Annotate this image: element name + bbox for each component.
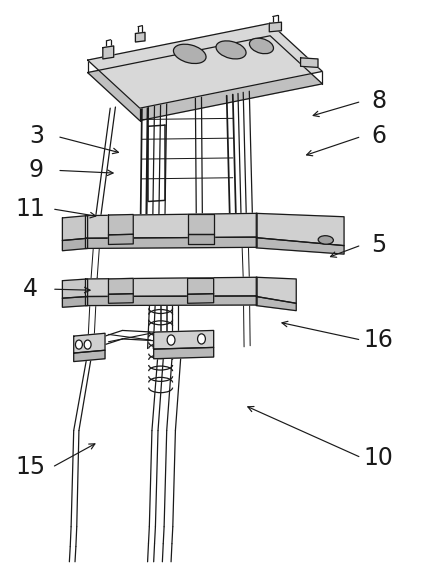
- Polygon shape: [153, 348, 214, 359]
- Text: 10: 10: [364, 446, 394, 469]
- Polygon shape: [88, 23, 322, 108]
- Polygon shape: [62, 238, 88, 251]
- Polygon shape: [109, 294, 133, 303]
- Polygon shape: [256, 213, 344, 246]
- Polygon shape: [85, 237, 257, 248]
- Text: 3: 3: [29, 124, 44, 149]
- Polygon shape: [62, 279, 88, 298]
- Polygon shape: [187, 234, 214, 244]
- Polygon shape: [109, 278, 133, 294]
- Polygon shape: [109, 214, 133, 235]
- Ellipse shape: [216, 41, 246, 59]
- Circle shape: [167, 335, 175, 345]
- Polygon shape: [256, 277, 296, 303]
- Text: 15: 15: [15, 455, 45, 479]
- Polygon shape: [85, 296, 257, 306]
- Polygon shape: [109, 234, 133, 244]
- Text: 16: 16: [364, 328, 394, 352]
- Polygon shape: [74, 333, 105, 353]
- Polygon shape: [300, 58, 318, 67]
- Text: 9: 9: [29, 158, 44, 183]
- Text: 8: 8: [371, 90, 386, 113]
- Polygon shape: [256, 297, 296, 311]
- Polygon shape: [85, 213, 257, 238]
- Polygon shape: [187, 278, 214, 294]
- Circle shape: [198, 334, 205, 344]
- Polygon shape: [88, 36, 322, 121]
- Text: 5: 5: [371, 233, 386, 257]
- Polygon shape: [74, 350, 105, 362]
- Ellipse shape: [249, 38, 273, 54]
- Circle shape: [75, 340, 82, 349]
- Ellipse shape: [318, 236, 334, 244]
- Ellipse shape: [174, 44, 206, 64]
- Text: 4: 4: [23, 277, 38, 301]
- Polygon shape: [62, 297, 88, 307]
- Text: 6: 6: [371, 124, 386, 149]
- Polygon shape: [256, 238, 344, 254]
- Text: 11: 11: [15, 197, 45, 221]
- Polygon shape: [85, 277, 257, 297]
- Polygon shape: [62, 215, 88, 240]
- Polygon shape: [136, 32, 145, 42]
- Polygon shape: [269, 22, 282, 32]
- Polygon shape: [187, 214, 214, 234]
- Polygon shape: [103, 46, 114, 59]
- Polygon shape: [187, 294, 214, 303]
- Circle shape: [84, 340, 91, 349]
- Polygon shape: [153, 331, 214, 349]
